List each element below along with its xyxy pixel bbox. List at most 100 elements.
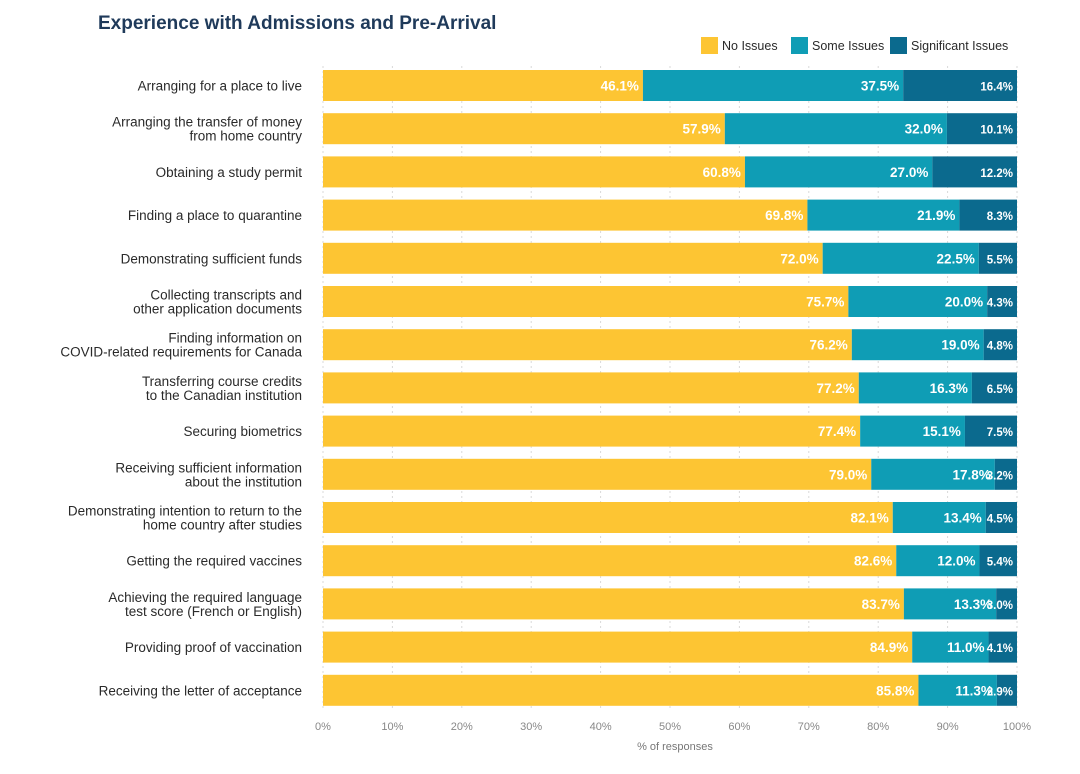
bar-segment [323, 588, 904, 620]
data-label: 3.0% [987, 600, 1013, 612]
data-label: 5.5% [987, 254, 1013, 266]
legend-swatch-some-issues [791, 37, 808, 54]
category-label: Providing proof of vaccination [125, 640, 302, 655]
bar-segment [892, 502, 986, 533]
bar-segment [323, 372, 859, 404]
category-label: Demonstrating intention to return to the… [68, 504, 302, 533]
bar-segment [822, 242, 979, 274]
data-label: 69.8% [765, 208, 803, 223]
data-label: 77.4% [818, 424, 856, 439]
bar-segment [932, 156, 1017, 188]
data-label: 16.4% [980, 82, 1013, 94]
category-label: Arranging the transfer of money from home… [112, 115, 302, 144]
bar-segment [983, 329, 1017, 361]
data-label: 10.1% [980, 125, 1013, 137]
data-label: 82.6% [854, 554, 892, 569]
data-label: 11.0% [947, 640, 985, 655]
legend-label-no-issues: No Issues [722, 38, 778, 53]
bar-segment [848, 286, 988, 317]
x-tick-label: 50% [659, 721, 681, 733]
category-label: Arranging for a place to live [138, 79, 302, 94]
data-label: 60.8% [703, 165, 741, 180]
category-label-line: COVID-related requirements for Canada [60, 345, 302, 360]
x-tick-label: 30% [520, 721, 542, 733]
category-label: Demonstrating sufficient funds [121, 251, 303, 266]
x-tick-label: 0% [315, 721, 331, 733]
data-label: 79.0% [829, 467, 867, 482]
bar-segment [871, 458, 995, 490]
x-tick-label: 20% [451, 721, 473, 733]
bar-segment [744, 156, 933, 188]
bar-segment [979, 545, 1017, 577]
category-label-line: test score (French or English) [125, 604, 302, 619]
category-label-line: Demonstrating intention to return to the [68, 504, 302, 519]
bar-segment [323, 329, 852, 361]
category-label: Getting the required vaccines [126, 554, 302, 569]
bar-segment [918, 674, 997, 706]
legend-label-significant-issues: Significant Issues [911, 38, 1009, 53]
data-label: 4.1% [987, 643, 1013, 655]
bar-segment [323, 242, 823, 274]
data-label: 12.2% [980, 168, 1013, 180]
data-label: 82.1% [850, 511, 888, 526]
bar-segment [996, 674, 1017, 706]
bar-segment [323, 156, 745, 188]
bar-segment [724, 113, 947, 145]
data-label: 4.8% [987, 341, 1013, 353]
category-label: Finding a place to quarantine [128, 208, 302, 223]
data-label: 84.9% [870, 640, 908, 655]
category-label: Finding information on COVID-related requ… [60, 331, 302, 360]
x-tick-label: 100% [1003, 721, 1031, 733]
bar-segment [988, 631, 1017, 663]
data-label: 11.3% [955, 683, 993, 698]
data-label: 72.0% [780, 251, 818, 266]
legend-item-significant-issues: Significant Issues [890, 37, 1008, 54]
data-label: 16.3% [930, 381, 968, 396]
category-label: Obtaining a study permit [156, 165, 303, 180]
data-label: 57.9% [683, 122, 721, 137]
bar-segment [858, 372, 972, 404]
x-tick-label: 70% [798, 721, 820, 733]
x-tick-label: 90% [937, 721, 959, 733]
bar-segment [978, 242, 1017, 274]
data-label: 83.7% [862, 597, 900, 612]
bar-segment [912, 631, 989, 663]
data-label: 5.4% [987, 557, 1013, 569]
data-label: 13.4% [943, 511, 981, 526]
x-tick-label: 60% [728, 721, 750, 733]
bar-segment [851, 329, 984, 361]
data-label: 19.0% [941, 338, 979, 353]
bar-segment [323, 545, 897, 577]
data-label: 22.5% [937, 251, 975, 266]
bar-segment [323, 199, 808, 231]
bar-segment [323, 70, 643, 101]
data-label: 4.5% [987, 514, 1013, 526]
category-label-line: from home country [189, 129, 302, 144]
bar-segment [323, 415, 861, 447]
bar-segment [642, 70, 904, 101]
data-label: 17.8% [953, 467, 991, 482]
category-label-line: Achieving the required language [108, 590, 302, 605]
data-label: 15.1% [923, 424, 961, 439]
bar-segment [985, 502, 1017, 533]
data-label: 32.0% [905, 122, 943, 137]
legend-item-no-issues: No Issues [701, 37, 778, 54]
bar-segment [860, 415, 965, 447]
category-label-line: Transferring course credits [142, 374, 302, 389]
bar-segment [987, 286, 1017, 317]
data-label: 3.2% [987, 470, 1013, 482]
legend-swatch-no-issues [701, 37, 718, 54]
bar-segment [996, 588, 1017, 620]
category-label-line: Arranging the transfer of money [112, 115, 302, 130]
category-label-line: Receiving sufficient information [115, 460, 302, 475]
category-label: Securing biometrics [183, 424, 302, 439]
x-tick-label: 40% [590, 721, 612, 733]
bar-segment [903, 70, 1017, 101]
bar-segment [323, 286, 849, 317]
category-label-line: home country after studies [143, 518, 302, 533]
legend-swatch-significant-issues [890, 37, 907, 54]
data-label: 75.7% [806, 295, 844, 310]
data-label: 21.9% [917, 208, 955, 223]
